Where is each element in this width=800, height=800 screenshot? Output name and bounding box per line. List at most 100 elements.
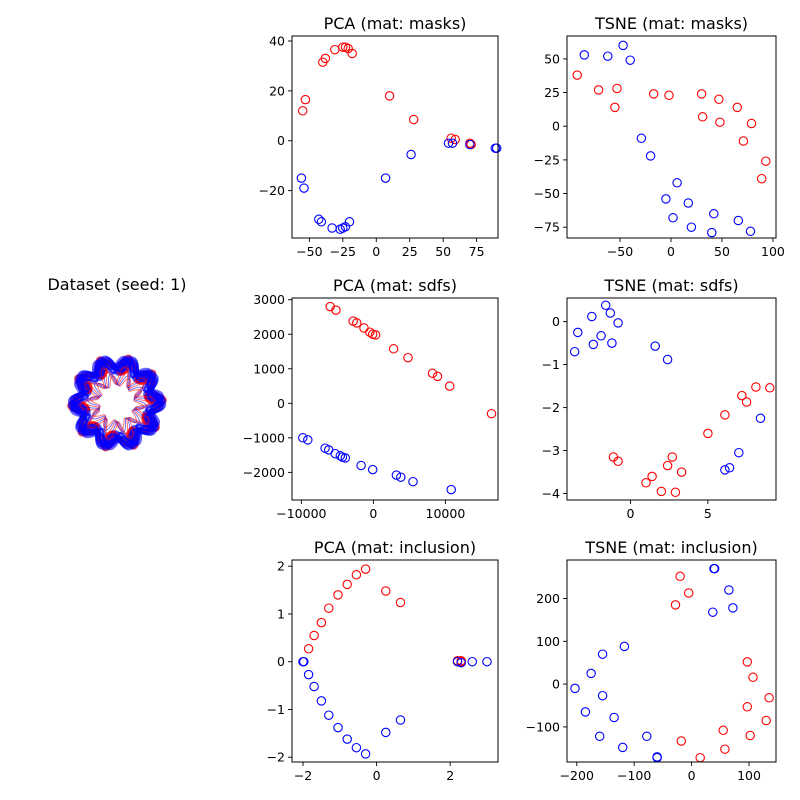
- data-point-blue: [333, 722, 343, 733]
- y-tick-label: 25: [544, 85, 560, 100]
- data-point-red: [347, 48, 357, 59]
- y-tick-label: −3: [542, 443, 560, 458]
- data-point-red: [703, 428, 713, 439]
- data-point-blue: [645, 151, 656, 161]
- data-point-red: [662, 460, 673, 471]
- data-point-blue: [619, 641, 630, 652]
- x-tick-label: −10000: [276, 506, 326, 521]
- data-point-blue: [636, 133, 647, 144]
- data-point-red: [742, 657, 753, 667]
- x-tick-label: 50: [714, 244, 730, 259]
- data-point-red: [756, 173, 767, 184]
- data-point-blue: [607, 338, 617, 348]
- y-tick-label: 40: [269, 33, 285, 48]
- data-point-blue: [668, 213, 678, 223]
- data-point-blue: [613, 318, 623, 328]
- plot-pca-sdfs: PCA (mat: sdfs)−10000 0 10000−2000−1000010…: [243, 276, 499, 521]
- data-point-red: [320, 53, 331, 64]
- data-point-blue: [309, 681, 319, 692]
- data-point-red: [300, 94, 311, 105]
- data-point-red: [683, 588, 694, 598]
- y-tick-label: 0: [552, 314, 560, 329]
- data-point-blue: [755, 413, 766, 424]
- axes-frame: [566, 35, 777, 239]
- data-point-blue: [299, 183, 309, 193]
- data-point-blue: [580, 707, 591, 717]
- data-point-red: [746, 118, 757, 129]
- data-point-blue: [316, 217, 327, 227]
- data-point-red: [365, 327, 375, 337]
- data-point-red: [737, 390, 747, 401]
- data-point-red: [338, 42, 348, 52]
- data-point-blue: [342, 734, 352, 744]
- data-point-blue: [447, 138, 458, 148]
- data-point-red: [648, 89, 659, 99]
- data-point-blue: [570, 683, 580, 694]
- data-point-red: [384, 91, 395, 101]
- plot-title: PCA (mat: masks): [324, 14, 467, 33]
- x-tick-label: 0: [369, 506, 377, 521]
- data-point-red: [751, 382, 761, 392]
- dataset-image: [67, 354, 167, 452]
- data-point-blue: [609, 712, 619, 723]
- data-point-blue: [707, 227, 717, 238]
- data-point-red: [748, 672, 758, 683]
- data-point-blue: [708, 607, 718, 617]
- data-point-blue: [316, 696, 327, 706]
- data-point-blue: [391, 470, 402, 480]
- axes-frame: [291, 559, 499, 763]
- data-point-blue: [625, 55, 635, 65]
- data-point-blue: [396, 472, 406, 482]
- data-point-red: [444, 381, 455, 391]
- plot-title: TSNE (mat: sdfs): [603, 276, 738, 295]
- data-point-red: [446, 133, 456, 143]
- y-tick-label: 20: [269, 83, 285, 98]
- plot-pca-masks: PCA (mat: masks) −50 −25 0 25 50 75 −20 0 20 40: [259, 14, 502, 259]
- y-tick-label: 2000: [253, 327, 285, 342]
- data-point-red: [395, 597, 406, 608]
- plot-title: PCA (mat: sdfs): [333, 276, 457, 295]
- data-point-red: [761, 156, 771, 166]
- data-point-blue: [446, 484, 456, 495]
- dataset-ring-inner: [84, 371, 150, 435]
- data-point-blue: [467, 656, 478, 667]
- data-point-red: [714, 94, 724, 105]
- data-point-red: [656, 486, 667, 497]
- x-tick-label: 100: [737, 768, 761, 783]
- point-group: [298, 564, 492, 759]
- data-point-red: [745, 730, 755, 741]
- x-tick-label: 0: [372, 244, 380, 259]
- data-point-red: [670, 600, 681, 610]
- point-group: [569, 300, 775, 498]
- data-point-blue: [709, 563, 719, 574]
- y-tick-label: −4: [542, 486, 560, 501]
- y-tick-label: 0: [277, 396, 285, 411]
- data-point-red: [765, 383, 775, 393]
- y-tick-label: −1: [267, 702, 285, 717]
- data-point-red: [381, 586, 391, 596]
- data-point-blue: [573, 327, 583, 338]
- data-point-blue: [733, 215, 744, 226]
- data-point-red: [351, 570, 362, 580]
- data-point-blue: [456, 657, 466, 668]
- plot-tsne-sdfs: TSNE (mat: sdfs) 0 5 −4 −3 −2 −1 0: [542, 276, 777, 521]
- data-point-red: [676, 467, 687, 477]
- y-tick-label: −1: [542, 357, 560, 372]
- y-tick-label: 1: [277, 606, 285, 621]
- data-point-blue: [734, 447, 744, 458]
- point-group: [572, 40, 771, 238]
- dataset-ring-blue: [69, 355, 165, 451]
- data-point-blue: [569, 346, 580, 357]
- data-point-blue: [588, 339, 599, 350]
- data-point-blue: [650, 341, 660, 351]
- axes-frame: [291, 35, 499, 239]
- data-point-blue: [605, 308, 616, 318]
- x-tick-label: 5: [704, 506, 712, 521]
- data-point-blue: [356, 460, 366, 471]
- x-tick-label: 0: [373, 768, 381, 783]
- data-point-blue: [327, 223, 337, 233]
- data-point-blue: [335, 451, 346, 461]
- data-point-blue: [652, 752, 662, 762]
- x-tick-label: 0: [667, 244, 675, 259]
